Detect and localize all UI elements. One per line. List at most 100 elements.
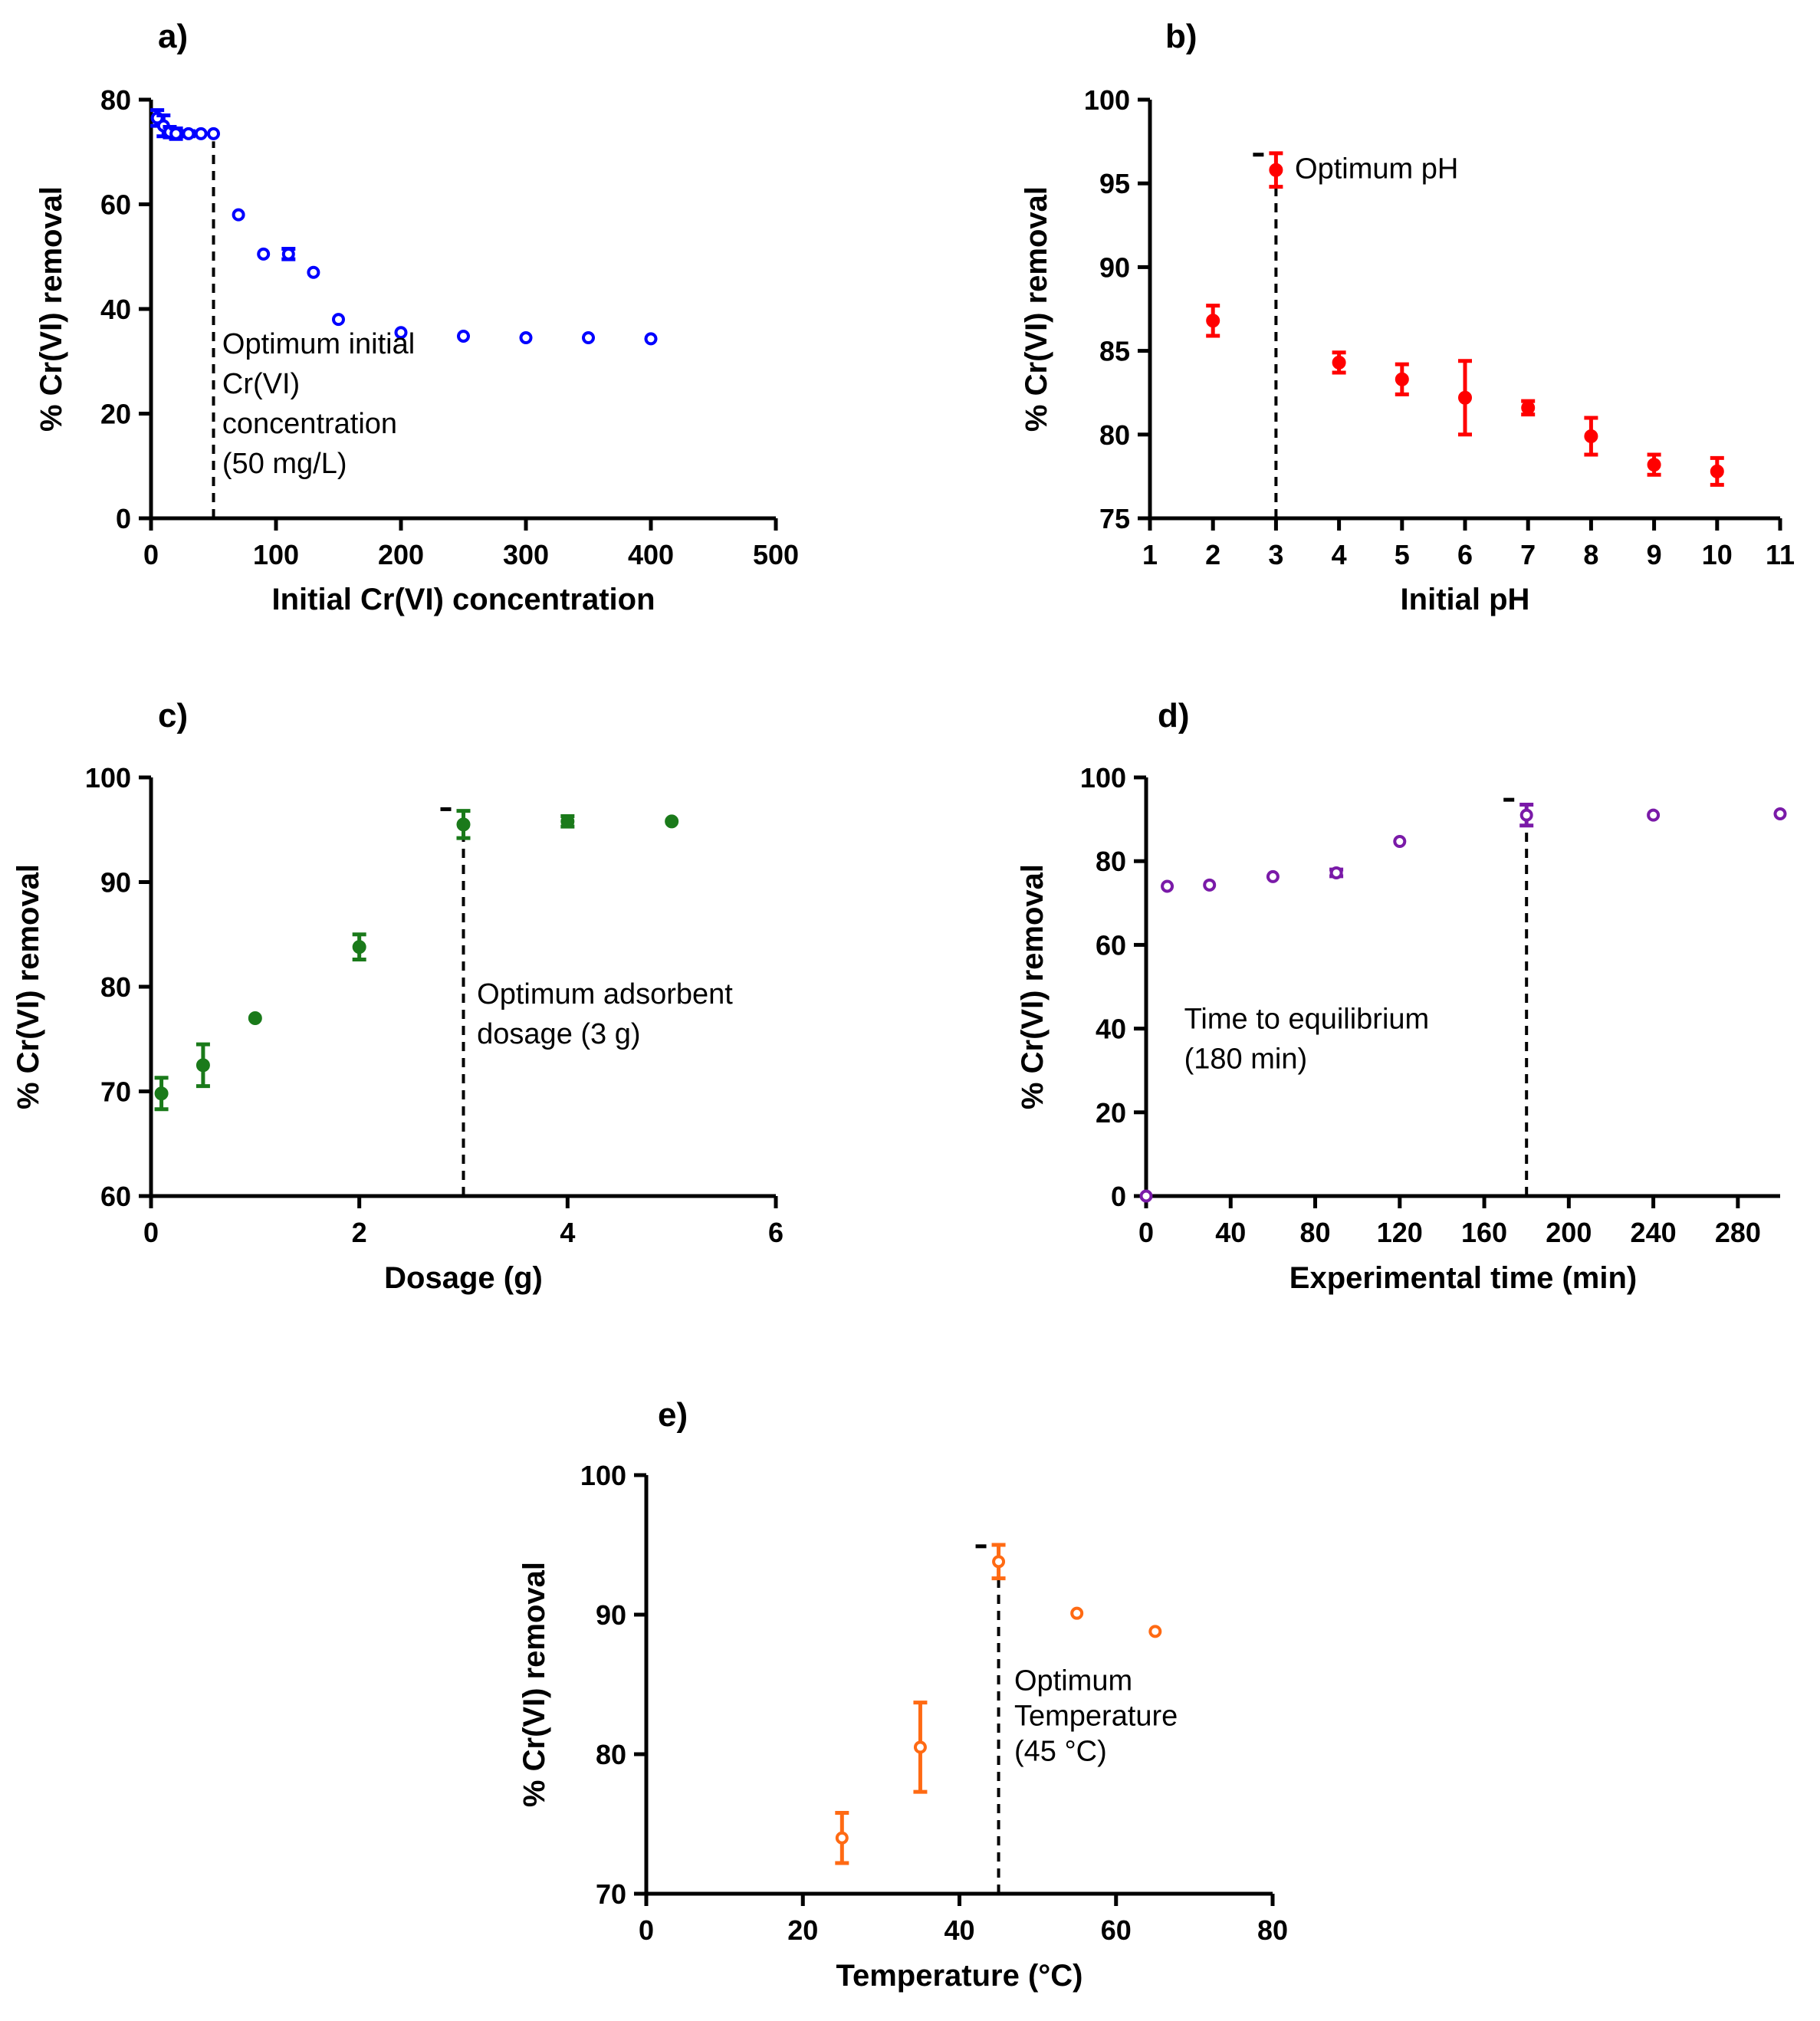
data-point <box>1519 808 1533 822</box>
x-axis-title: Dosage (g) <box>384 1261 543 1295</box>
y-tick-label: 90 <box>596 1599 626 1631</box>
x-tick-label: 80 <box>1257 1914 1288 1946</box>
x-tick-label: 0 <box>1138 1217 1154 1248</box>
y-tick-label: 75 <box>1099 503 1130 534</box>
x-tick-label: 500 <box>753 539 799 570</box>
annotation-line: (180 min) <box>1184 1043 1308 1076</box>
y-tick-label: 80 <box>100 84 131 116</box>
x-tick-label: 0 <box>143 1217 159 1248</box>
x-tick-label: 3 <box>1268 539 1283 570</box>
y-tick-label: 100 <box>1084 84 1130 116</box>
data-point <box>1269 163 1283 177</box>
data-point <box>1332 355 1346 370</box>
data-point <box>1070 1606 1084 1620</box>
x-tick-label: 160 <box>1461 1217 1507 1248</box>
data-point <box>1148 1625 1162 1638</box>
data-point <box>1203 878 1217 892</box>
x-tick-label: 200 <box>378 539 424 570</box>
data-point <box>1206 314 1220 328</box>
data-point <box>352 940 366 955</box>
data-point <box>1329 866 1343 879</box>
data-point <box>582 331 595 345</box>
data-point <box>519 331 533 345</box>
panel-b: b) 1 2 3 4 5 6 7 8 9 10 11 75 80 85 90 95 100 Initial pH % … <box>1020 18 1795 616</box>
x-tick-label: 10 <box>1702 539 1733 570</box>
annotation-line: (45 °C) <box>1014 1735 1107 1767</box>
x-tick-label: 200 <box>1546 1217 1592 1248</box>
annotation-line: Optimum adsorbent <box>477 978 733 1010</box>
data-point <box>1458 390 1472 405</box>
y-tick-label: 20 <box>100 399 131 430</box>
y-tick-label: 85 <box>1099 336 1130 367</box>
x-axis-title: Experimental time (min) <box>1289 1261 1637 1295</box>
y-tick-label: 70 <box>596 1878 626 1910</box>
data-point <box>207 127 220 140</box>
x-tick-label: 6 <box>1457 539 1473 570</box>
y-tick-label: 100 <box>85 762 131 794</box>
x-tick-label: 2 <box>1205 539 1220 570</box>
y-tick-label: 90 <box>1099 251 1130 283</box>
annotation-line: Temperature <box>1014 1700 1178 1732</box>
data-point <box>913 1740 927 1754</box>
x-tick-label: 100 <box>253 539 299 570</box>
data-point <box>1393 835 1407 849</box>
data-point <box>1773 807 1787 821</box>
y-tick-label: 0 <box>1111 1181 1126 1212</box>
annotation-line: concentration <box>222 408 397 440</box>
x-axis-title: Initial Cr(VI) concentration <box>271 583 655 616</box>
data-point <box>1647 458 1661 472</box>
x-tick-label: 9 <box>1647 539 1662 570</box>
annotation-line: Cr(VI) <box>222 368 300 400</box>
data-point <box>169 127 183 140</box>
y-tick-label: 95 <box>1099 168 1130 199</box>
y-tick-label: 60 <box>100 1181 131 1212</box>
y-tick-label: 60 <box>100 189 131 221</box>
data-point <box>1395 372 1409 386</box>
data-point <box>307 265 320 279</box>
data-point <box>281 247 295 261</box>
data-point <box>835 1831 849 1845</box>
panel-a: a) 0 100 200 300 400 500 0 20 40 60 80 Initial Cr(VI… <box>34 18 799 616</box>
data-point <box>194 127 208 140</box>
y-axis-title: % Cr(VI) removal <box>517 1562 551 1807</box>
panel-c: c) 0 2 4 6 60 70 80 90 100 Dosage (g) % Cr(VI) remo… <box>11 697 784 1295</box>
annotation-line: (50 mg/L) <box>222 448 347 480</box>
data-point <box>248 1010 262 1025</box>
x-axis-title: Initial pH <box>1401 583 1530 616</box>
data-point <box>1139 1189 1153 1203</box>
x-tick-label: 6 <box>768 1217 784 1248</box>
data-point <box>332 313 345 327</box>
data-point <box>1266 869 1280 883</box>
x-tick-label: 0 <box>143 539 159 570</box>
y-tick-label: 80 <box>100 971 131 1003</box>
annotation-line: dosage (3 g) <box>477 1018 640 1050</box>
x-tick-label: 20 <box>787 1914 818 1946</box>
x-tick-label: 2 <box>352 1217 367 1248</box>
y-tick-label: 80 <box>596 1739 626 1770</box>
x-tick-label: 4 <box>1332 539 1347 570</box>
annotation-line: Optimum initial <box>222 328 415 360</box>
data-point <box>232 208 245 222</box>
y-tick-label: 100 <box>580 1460 626 1491</box>
data-point <box>195 1058 210 1073</box>
data-point <box>560 814 575 829</box>
data-point <box>257 247 271 261</box>
x-axis-title: Temperature (°C) <box>836 1959 1083 1993</box>
x-tick-label: 1 <box>1142 539 1158 570</box>
panel-d: d) 0 40 80 120 160 200 240 280 0 20 40 60 80 100 Experi… <box>1016 697 1787 1295</box>
y-tick-label: 20 <box>1096 1097 1126 1129</box>
y-tick-label: 40 <box>1096 1014 1126 1045</box>
data-point <box>1584 429 1598 443</box>
data-point <box>1161 879 1174 893</box>
x-tick-label: 0 <box>639 1914 654 1946</box>
data-point <box>457 329 470 343</box>
data-point <box>644 332 658 346</box>
annotation-line: Optimum <box>1014 1664 1132 1697</box>
x-tick-label: 4 <box>560 1217 575 1248</box>
y-tick-label: 80 <box>1096 846 1126 877</box>
data-point <box>1521 400 1536 415</box>
x-tick-label: 300 <box>503 539 549 570</box>
y-tick-label: 0 <box>116 503 131 534</box>
x-tick-label: 7 <box>1520 539 1536 570</box>
